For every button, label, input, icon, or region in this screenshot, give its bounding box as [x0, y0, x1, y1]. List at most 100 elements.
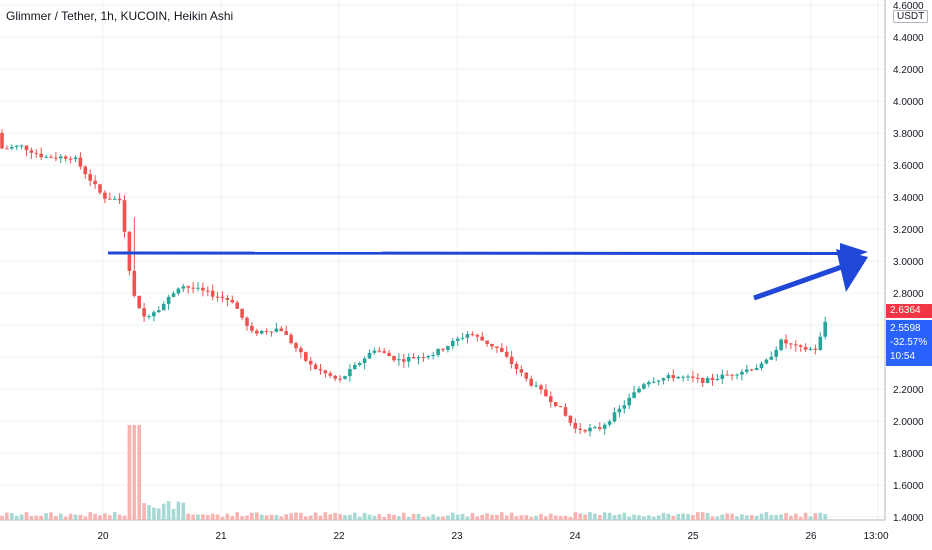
volume-bar: [19, 514, 24, 520]
volume-bar: [196, 514, 200, 520]
volume-bar: [607, 512, 612, 520]
volume-bar: [789, 515, 793, 520]
candle-body: [612, 412, 617, 422]
candle-body: [210, 290, 215, 297]
candle-body: [215, 296, 220, 298]
candle-body: [206, 290, 210, 292]
candle-body: [161, 303, 166, 311]
candle-body: [563, 407, 568, 416]
volume-bar: [490, 514, 494, 520]
volume-bar: [514, 516, 519, 520]
candle-body: [323, 370, 328, 374]
candle-body: [264, 330, 269, 332]
volume-bar: [460, 513, 465, 520]
volume-bar: [509, 512, 514, 520]
volume-bar: [779, 514, 783, 520]
candle-body: [406, 357, 411, 362]
volume-bar: [485, 513, 489, 520]
candle-body: [710, 377, 715, 380]
volume-bar: [421, 516, 426, 520]
volume-bar: [578, 513, 582, 520]
candle-body: [558, 406, 563, 408]
price-tick-label: 2.8000: [893, 289, 924, 300]
candle-body: [784, 339, 788, 344]
candle-body: [730, 374, 734, 376]
volume-bar: [568, 516, 573, 520]
volume-bar: [602, 512, 607, 520]
candle-body: [112, 198, 117, 200]
candle-body: [661, 378, 666, 381]
volume-bar: [269, 514, 274, 520]
volume-bar: [161, 503, 166, 520]
candle-body: [813, 348, 818, 350]
volume-bar: [735, 516, 739, 520]
volume-bar: [436, 516, 440, 520]
candle-body: [348, 369, 352, 377]
candle-body: [191, 287, 195, 289]
candle-body: [34, 152, 39, 154]
volume-bar: [451, 512, 455, 520]
volume-bar: [14, 515, 19, 520]
volume-bar: [88, 512, 92, 520]
volume-bar: [823, 514, 827, 520]
candle-body: [504, 351, 509, 357]
candle-body: [578, 428, 582, 430]
candle-body: [451, 340, 455, 347]
price-change-percent: -32.57%: [890, 337, 928, 348]
volume-bar: [740, 514, 744, 520]
candle-body: [509, 356, 514, 364]
volume-bar: [803, 512, 808, 520]
candle-body: [803, 346, 808, 350]
candle-body: [769, 356, 774, 360]
volume-bar: [715, 516, 720, 520]
candle-body: [490, 343, 494, 347]
candle-body: [720, 374, 725, 379]
volume-bar: [583, 514, 587, 520]
candle-body: [14, 145, 19, 147]
volume-bar: [798, 516, 803, 520]
candle-body: [622, 405, 627, 409]
candle-body: [230, 299, 235, 303]
volume-bar: [818, 512, 823, 520]
candle-body: [598, 427, 602, 429]
candle-body: [593, 427, 597, 429]
price-tick-label: 3.0000: [893, 257, 924, 268]
volume-bar: [725, 513, 729, 520]
candle-body: [823, 321, 827, 337]
currency-badge[interactable]: USDT: [893, 10, 929, 23]
candle-body: [176, 288, 181, 294]
candle-body: [127, 231, 132, 271]
volume-bar: [544, 516, 548, 520]
candle-body: [627, 397, 631, 406]
volume-bar: [112, 512, 117, 520]
volume-bar: [304, 516, 308, 520]
candle-body: [514, 363, 519, 370]
volume-bar: [475, 516, 480, 520]
candle-body: [651, 381, 656, 383]
volume-bar: [745, 515, 749, 520]
volume-bar: [284, 514, 288, 520]
volume-bar: [367, 514, 372, 520]
candle-body: [152, 312, 156, 317]
volume-bar: [504, 515, 509, 520]
candle-body: [255, 330, 259, 334]
candle-body: [745, 369, 749, 372]
volume-bar: [0, 515, 4, 520]
volume-bar: [382, 516, 386, 520]
volume-bar: [441, 516, 445, 520]
volume-bar: [274, 514, 279, 520]
volume-bar: [245, 515, 249, 520]
volume-bar: [313, 512, 318, 520]
candle-body: [774, 350, 778, 357]
volume-bar: [142, 503, 146, 520]
candle-body: [460, 337, 465, 339]
candle-body: [343, 376, 347, 379]
volume-bar: [318, 515, 323, 520]
trend-arrow-line: [753, 261, 851, 301]
volume-bar: [259, 514, 264, 520]
candle-body: [372, 350, 377, 353]
volume-bar: [794, 513, 798, 520]
volume-bar: [426, 516, 431, 520]
